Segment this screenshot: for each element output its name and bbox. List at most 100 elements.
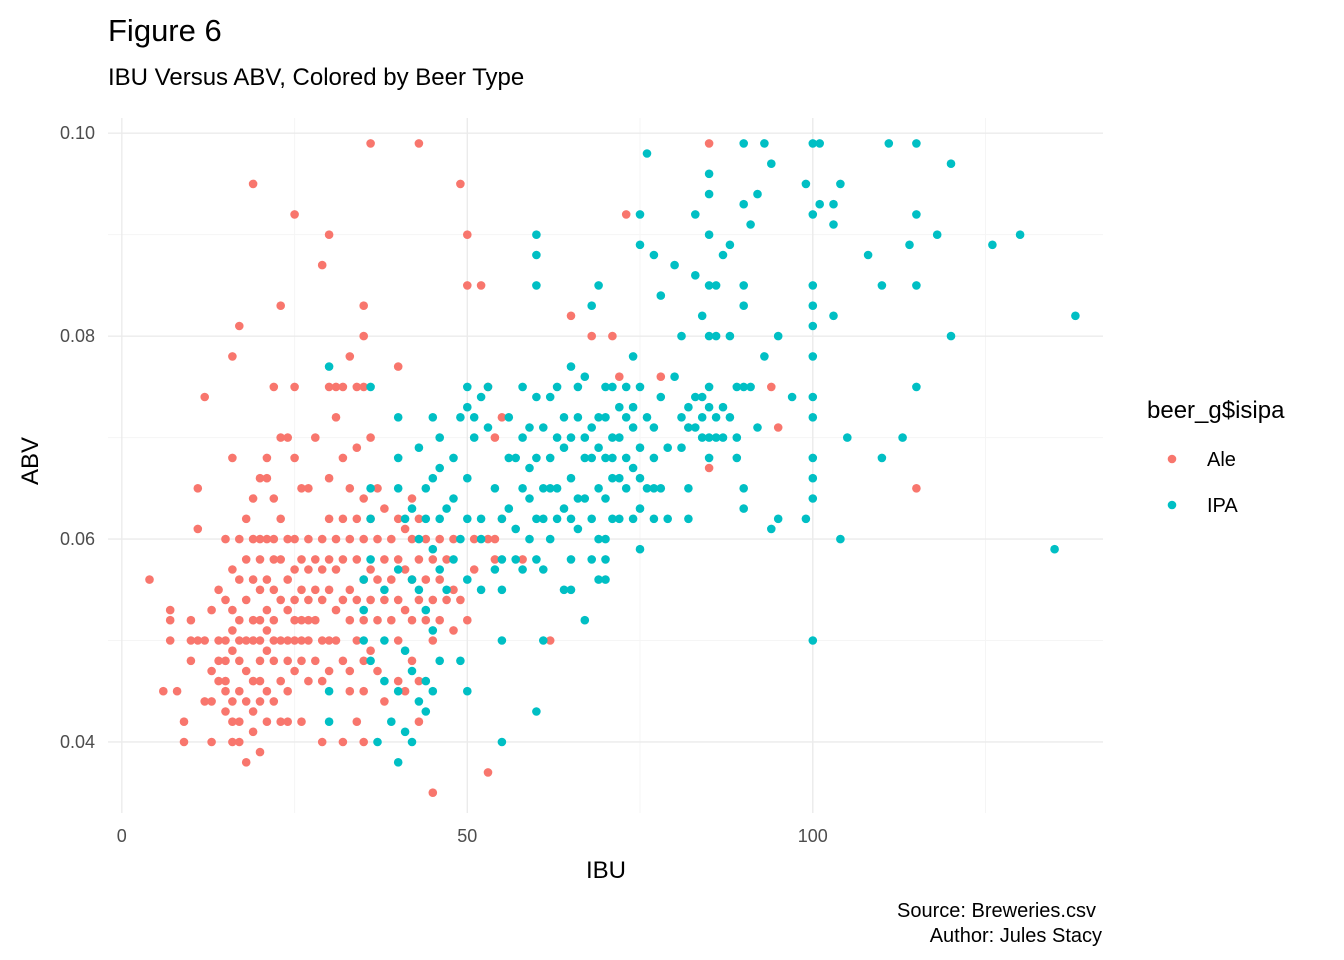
data-point: [753, 189, 762, 199]
data-point: [532, 250, 541, 260]
data-point: [400, 524, 410, 534]
data-point: [739, 301, 748, 311]
data-point: [932, 230, 942, 239]
data-point: [532, 230, 541, 239]
data-point: [179, 737, 189, 747]
legend-key-ipa: [1167, 500, 1177, 510]
data-point: [608, 331, 617, 341]
data-point: [608, 382, 617, 392]
data-point: [262, 473, 272, 483]
data-point: [532, 392, 541, 402]
caption-source: Source: Breweries.csv: [897, 900, 1096, 922]
data-point: [338, 514, 348, 524]
data-point: [525, 494, 534, 503]
data-point: [566, 585, 576, 595]
data-point: [400, 727, 410, 737]
data-point: [248, 494, 258, 503]
data-point: [753, 423, 762, 432]
data-point: [317, 676, 327, 686]
series-ipa: [324, 139, 1080, 767]
data-point: [642, 484, 652, 493]
data-point: [663, 514, 672, 524]
data-point: [414, 717, 424, 726]
data-point: [428, 595, 438, 605]
data-point: [463, 615, 472, 625]
data-point: [421, 575, 431, 584]
data-point: [566, 362, 576, 371]
data-point: [359, 615, 369, 625]
x-tick-label: 100: [798, 826, 828, 846]
data-point: [262, 575, 272, 584]
data-point: [490, 433, 500, 442]
data-point: [518, 565, 527, 574]
data-point: [366, 484, 375, 493]
data-point: [697, 311, 707, 321]
data-point: [539, 565, 548, 574]
data-point: [393, 595, 403, 605]
data-point: [621, 484, 631, 493]
data-point: [594, 534, 603, 544]
data-point: [317, 260, 327, 270]
data-point: [442, 595, 451, 605]
data-point: [235, 321, 244, 331]
data-point: [393, 686, 403, 696]
data-point: [380, 555, 389, 564]
data-point: [808, 210, 818, 219]
data-point: [235, 656, 244, 666]
data-point: [269, 555, 279, 564]
x-tick-label: 50: [457, 826, 477, 846]
data-point: [359, 605, 369, 615]
data-point: [635, 504, 645, 513]
data-point: [269, 615, 279, 625]
data-point: [490, 534, 500, 544]
data-point: [248, 534, 258, 544]
data-point: [255, 697, 265, 706]
data-point: [884, 139, 894, 148]
data-point: [297, 615, 306, 625]
data-point: [469, 534, 479, 544]
data-point: [366, 382, 375, 392]
data-point: [283, 534, 293, 544]
data-point: [559, 585, 569, 595]
data-point: [407, 575, 417, 584]
data-point: [255, 615, 265, 625]
data-point: [476, 281, 486, 290]
data-point: [400, 686, 410, 696]
data-point: [428, 544, 438, 554]
data-point: [345, 585, 355, 595]
data-point: [165, 605, 175, 615]
data-point: [387, 534, 396, 544]
data-point: [725, 413, 735, 422]
data-point: [566, 433, 576, 442]
data-point: [497, 585, 507, 595]
data-point: [311, 615, 320, 625]
data-point: [463, 281, 472, 290]
data-point: [476, 392, 486, 402]
data-point: [393, 362, 403, 371]
data-point: [718, 402, 728, 412]
data-point: [545, 636, 555, 645]
data-point: [615, 473, 624, 483]
data-point: [324, 230, 334, 239]
data-point: [449, 453, 458, 463]
data-point: [587, 514, 596, 524]
data-point: [739, 382, 748, 392]
data-point: [324, 382, 334, 392]
data-point: [283, 575, 293, 584]
data-point: [345, 352, 355, 361]
data-point: [449, 626, 458, 635]
data-point: [172, 686, 182, 696]
data-point: [566, 473, 576, 483]
data-point: [235, 534, 244, 544]
data-point: [518, 433, 527, 442]
data-point: [808, 281, 818, 290]
data-point: [815, 199, 824, 209]
data-point: [145, 575, 154, 584]
data-point: [628, 423, 638, 432]
data-point: [359, 534, 369, 544]
data-point: [539, 636, 548, 645]
data-point: [262, 626, 272, 635]
data-point: [338, 555, 348, 564]
data-point: [594, 575, 603, 584]
data-point: [725, 240, 735, 250]
